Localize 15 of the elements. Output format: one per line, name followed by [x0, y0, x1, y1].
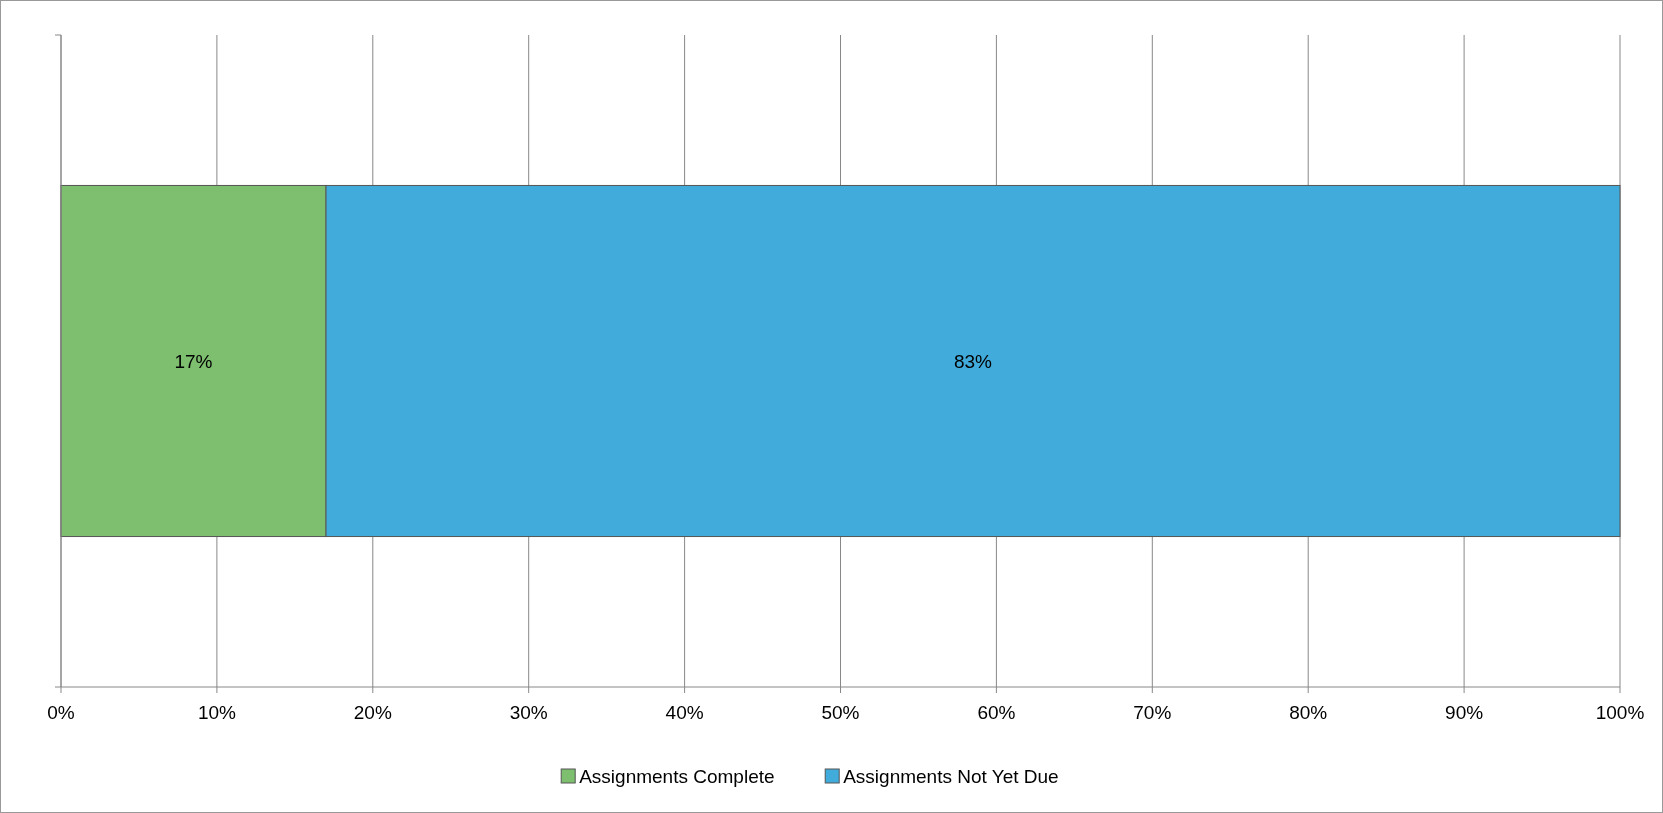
- x-tick-label: 30%: [509, 702, 548, 723]
- x-tick-label: 60%: [977, 702, 1016, 723]
- x-tick-label: 10%: [197, 702, 237, 723]
- legend-label: Assignments Not Yet Due: [843, 765, 1059, 787]
- x-tick-label: 0%: [47, 702, 75, 723]
- x-tick-label: 70%: [1133, 702, 1172, 723]
- data-label: 83%: [954, 350, 993, 372]
- x-tick-label: 40%: [665, 702, 704, 723]
- x-tick-label: 90%: [1445, 702, 1484, 723]
- legend-label: Assignments Complete: [579, 765, 775, 787]
- x-tick-label: 100%: [1595, 702, 1645, 723]
- x-tick-label: 20%: [353, 702, 392, 723]
- data-label: 17%: [174, 350, 213, 372]
- x-tick-label: 50%: [821, 702, 860, 723]
- x-tick-label: 80%: [1289, 702, 1328, 723]
